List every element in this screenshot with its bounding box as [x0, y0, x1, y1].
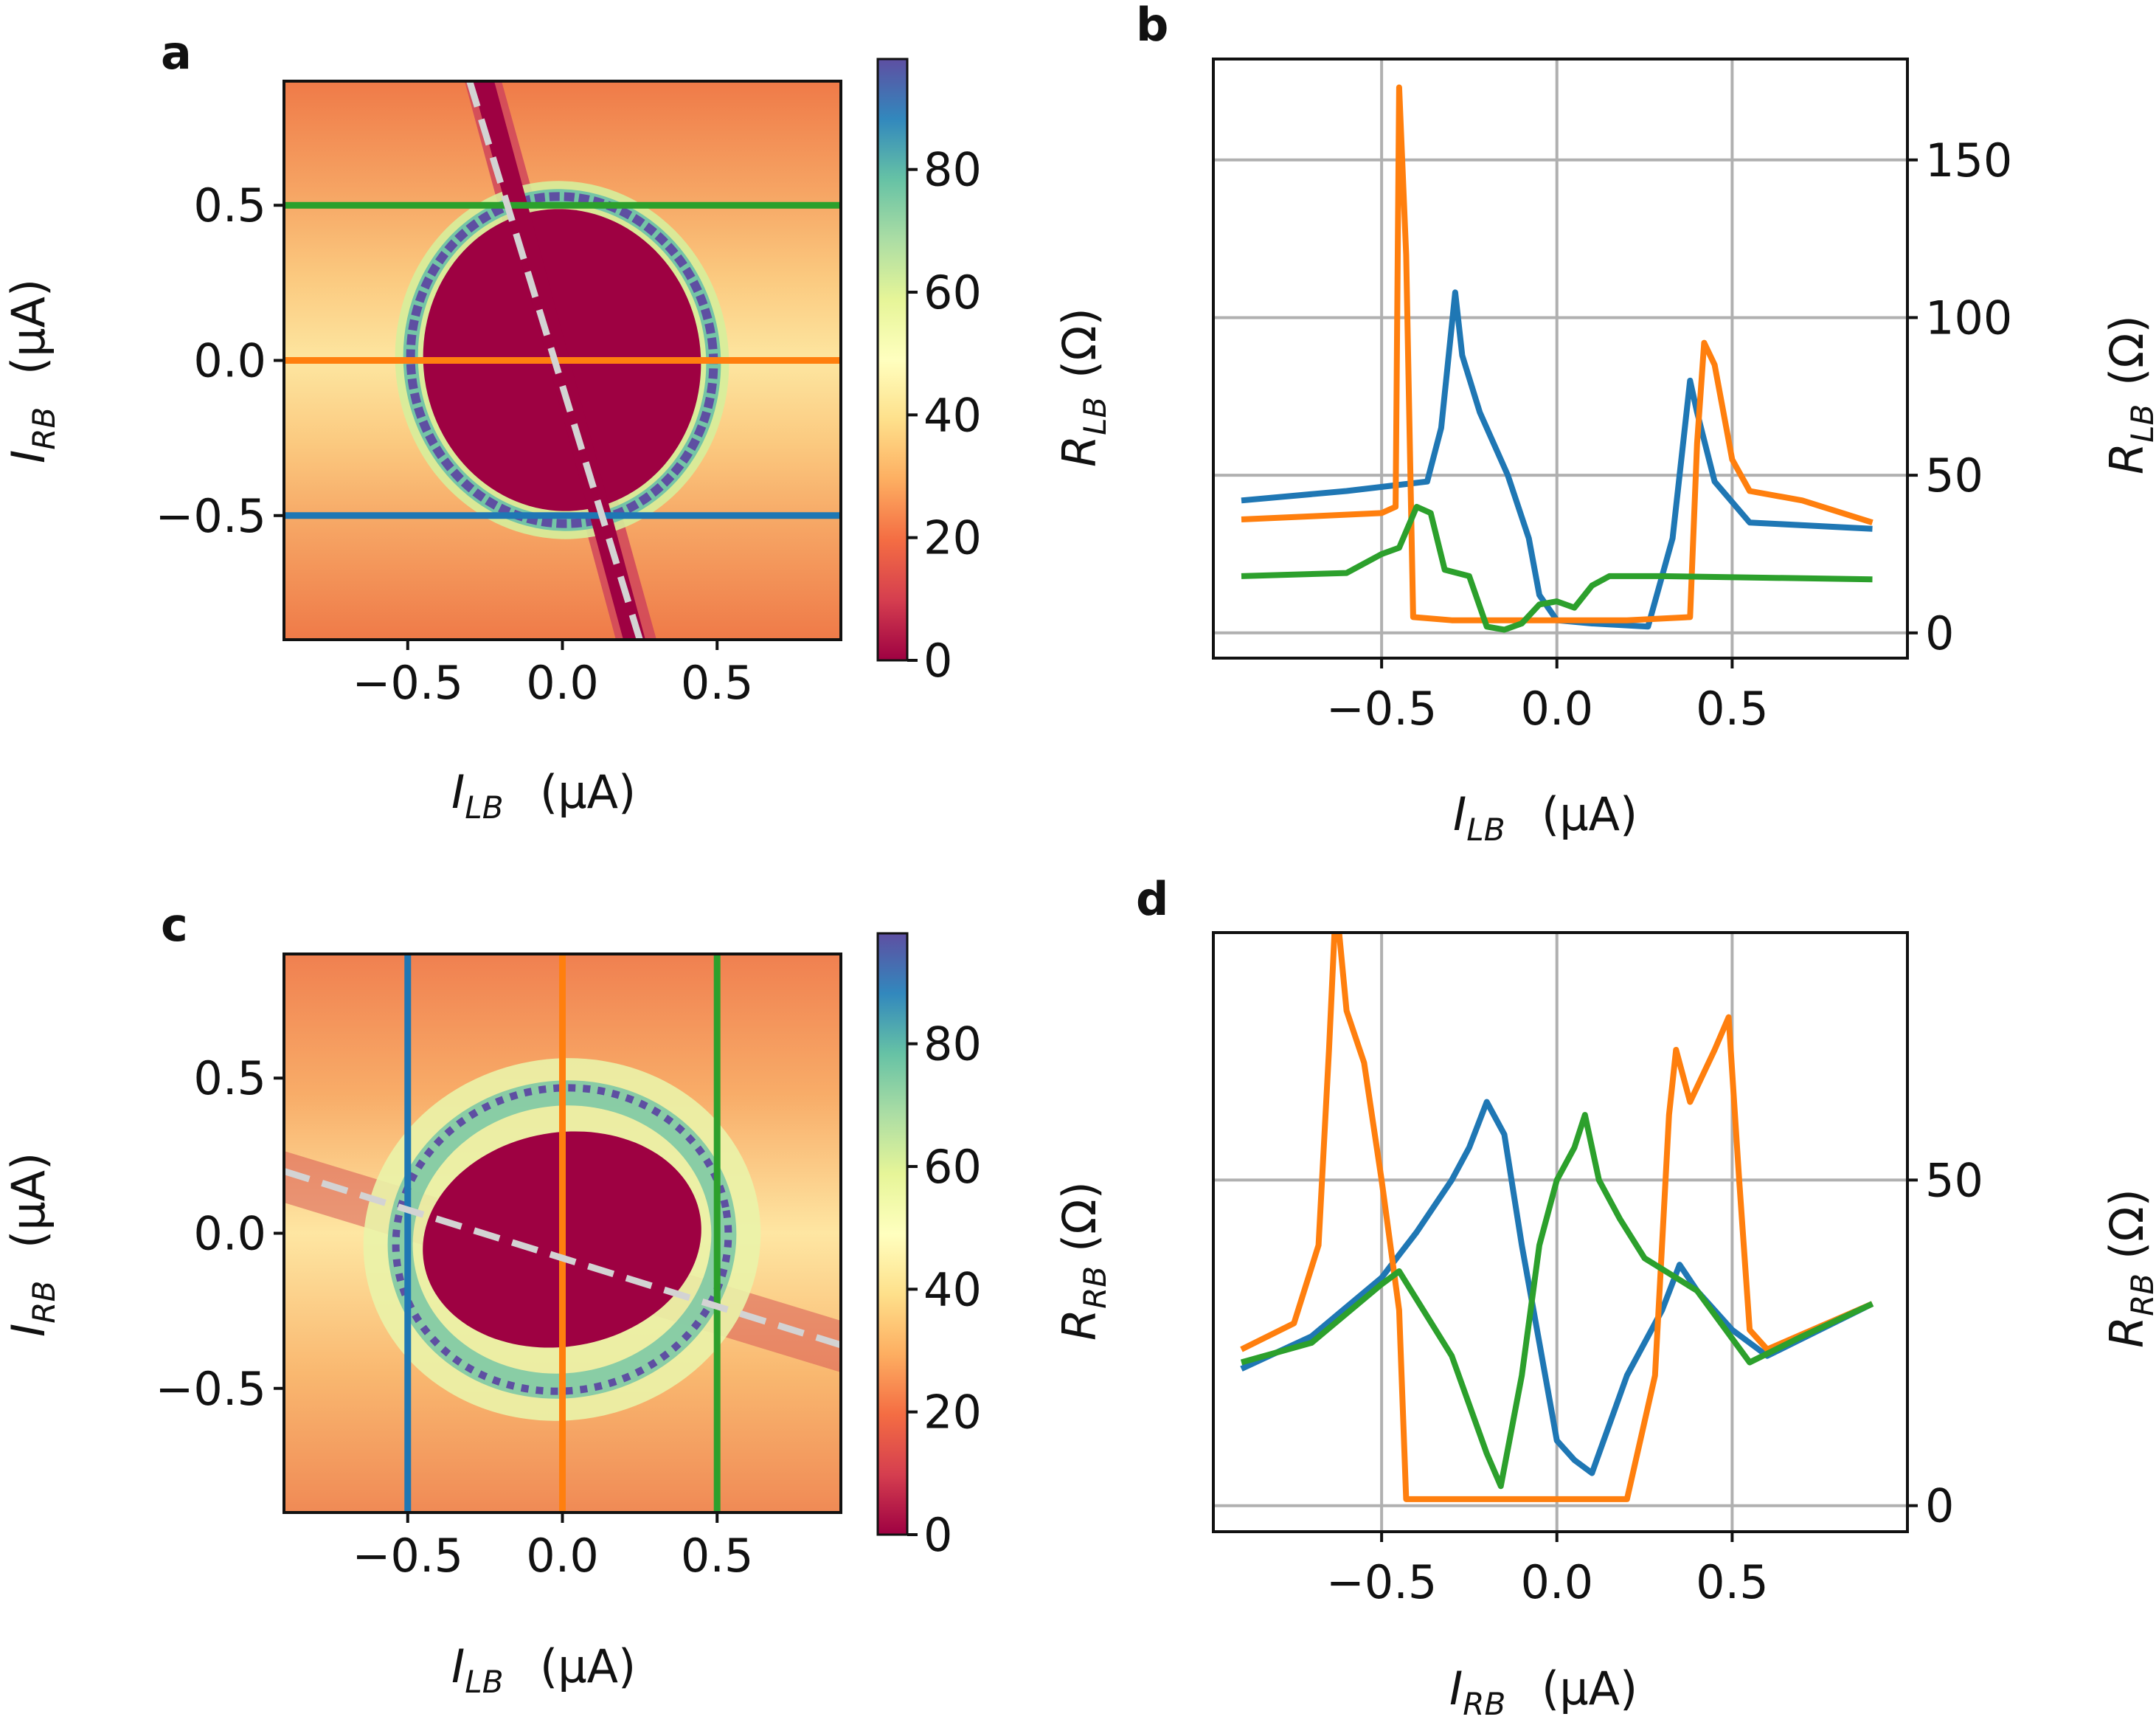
svg-text:(µA): (µA) — [1, 1152, 55, 1248]
svg-text:(µA): (µA) — [540, 1639, 636, 1693]
y-tick-label: 0.5 — [193, 179, 266, 232]
colorbar-tick-label: 60 — [923, 266, 982, 319]
grid — [1213, 59, 1907, 658]
series-line — [1241, 503, 1873, 633]
x-axis-ticks: −0.5 0.0 0.5 — [1326, 658, 1769, 736]
svg-text:ILB: ILB — [451, 765, 504, 826]
series-line — [1241, 84, 1873, 623]
y-tick-label: 50 — [1925, 449, 1983, 502]
svg-text:RRB: RRB — [1053, 1266, 1113, 1341]
x-tick-label: −0.5 — [1326, 1555, 1438, 1609]
x-tick-label: 0.5 — [1696, 682, 1769, 736]
series-group — [1240, 933, 1874, 1502]
dashed-diagonal-line — [466, 81, 643, 640]
x-tick-label: 0.5 — [681, 1529, 754, 1583]
colorbar-ticks: 0 20 40 60 80 — [907, 143, 982, 688]
svg-text:IRB: IRB — [1, 407, 62, 463]
x-axis-ticks: −0.5 0.0 0.5 — [352, 640, 754, 710]
y-tick-label: 100 — [1925, 291, 2012, 345]
svg-text:IRB: IRB — [1449, 1662, 1505, 1722]
colorbar — [876, 932, 909, 1536]
y-axis-label: RLB (Ω) — [2100, 315, 2156, 474]
dashed-diagonal-line — [284, 1168, 841, 1349]
y-tick-label: 0 — [1925, 606, 1954, 660]
series-line — [1240, 933, 1874, 1502]
y-tick-label: 50 — [1925, 1153, 1983, 1207]
colorbar-tick-label: 40 — [923, 1262, 982, 1316]
y-axis-ticks-right: 0 50 100 150 — [1907, 134, 2012, 660]
panel-label-b: b — [1136, 0, 1168, 52]
series-group — [1241, 84, 1873, 633]
panel-label-a: a — [161, 26, 192, 80]
svg-text:(µA): (µA) — [1542, 787, 1637, 841]
x-tick-label: 0.0 — [1520, 682, 1593, 736]
panel-a-heatmap: a −0.5 0.0 0.5 −0.50.00.5 ILB (µA) IRB (µ — [1, 26, 1113, 826]
colorbar-tick-label: 20 — [923, 511, 982, 565]
colorbar-label: RRB (Ω) — [1053, 1181, 1113, 1341]
x-tick-label: 0.0 — [526, 656, 599, 710]
colorbar-tick-label: 40 — [923, 388, 982, 442]
x-tick-label: −0.5 — [352, 656, 463, 710]
x-tick-label: 0.0 — [526, 1529, 599, 1583]
x-tick-label: 0.0 — [1520, 1555, 1593, 1609]
colorbar-tick-label: 0 — [923, 634, 952, 688]
panel-b-linechart: b −0.5 0.0 0.5 0 50 100 150 ILB (µA) RLB (Ω) — [1136, 0, 2156, 848]
colorbar-tick-label: 80 — [923, 1017, 982, 1071]
y-axis-label: RRB (Ω) — [2100, 1189, 2156, 1348]
svg-text:(Ω): (Ω) — [1053, 1181, 1106, 1252]
colorbar — [876, 58, 909, 662]
x-axis-label: ILB (µA) — [451, 1639, 636, 1700]
x-axis-label: ILB (µA) — [1453, 787, 1637, 848]
series-line — [1240, 1112, 1874, 1490]
y-tick-label: 0.5 — [193, 1051, 266, 1105]
x-axis-label: ILB (µA) — [451, 765, 636, 826]
grid — [1213, 933, 1907, 1532]
x-tick-label: 0.5 — [1696, 1555, 1769, 1609]
plot-frame — [1212, 931, 1909, 1533]
y-tick-label: −0.5 — [155, 489, 266, 543]
panel-c-heatmap: c −0.5 0.0 0.5 −0.5 0.0 0.5 ILB (µA) IRB (µA… — [1, 898, 1113, 1700]
y-tick-label: 150 — [1925, 134, 2012, 187]
y-tick-label: 0.0 — [193, 1207, 266, 1261]
colorbar-tick-label: 60 — [923, 1140, 982, 1194]
colorbar-label: RLB (Ω) — [1053, 308, 1113, 467]
svg-text:ILB: ILB — [451, 1639, 504, 1700]
y-axis-ticks: −0.5 0.0 0.5 — [155, 179, 284, 543]
y-tick-label: 0.0 — [193, 334, 266, 388]
y-axis-label: IRB (µA) — [1, 279, 62, 463]
svg-text:(µA): (µA) — [540, 765, 636, 819]
y-tick-label: 0 — [1925, 1479, 1954, 1533]
plot-frame — [1212, 58, 1909, 660]
svg-text:(µA): (µA) — [1542, 1662, 1637, 1715]
panel-d-linechart: d −0.5 0.0 0.5 0 50 IRB (µA) RRB (Ω) — [1136, 872, 2156, 1722]
y-axis-ticks: −0.5 0.0 0.5 — [155, 1051, 284, 1416]
svg-text:RLB: RLB — [1053, 397, 1113, 467]
y-axis-label: IRB (µA) — [1, 1152, 62, 1337]
svg-text:(Ω): (Ω) — [2100, 1189, 2154, 1259]
y-axis-ticks-right: 0 50 — [1907, 1153, 1983, 1533]
svg-text:(µA): (µA) — [1, 279, 55, 375]
x-tick-label: −0.5 — [1326, 682, 1438, 736]
svg-text:IRB: IRB — [1, 1281, 62, 1337]
x-axis-ticks: −0.5 0.0 0.5 — [352, 1513, 754, 1583]
x-axis-ticks: −0.5 0.0 0.5 — [1326, 1532, 1769, 1609]
panel-label-c: c — [161, 898, 188, 952]
svg-text:(Ω): (Ω) — [1053, 308, 1106, 378]
y-tick-label: −0.5 — [155, 1362, 266, 1416]
colorbar-tick-label: 20 — [923, 1386, 982, 1439]
svg-text:ILB: ILB — [1453, 787, 1505, 848]
x-axis-label: IRB (µA) — [1449, 1662, 1637, 1722]
colorbar-tick-label: 80 — [923, 143, 982, 197]
svg-text:RRB: RRB — [2100, 1273, 2156, 1348]
colorbar-ticks: 0 20 40 60 80 — [907, 1017, 982, 1562]
panel-label-d: d — [1136, 872, 1168, 926]
colorbar-tick-label: 0 — [923, 1508, 952, 1562]
svg-text:RLB: RLB — [2100, 404, 2156, 474]
x-tick-label: −0.5 — [352, 1529, 463, 1583]
svg-text:(Ω): (Ω) — [2100, 315, 2154, 386]
x-tick-label: 0.5 — [681, 656, 754, 710]
